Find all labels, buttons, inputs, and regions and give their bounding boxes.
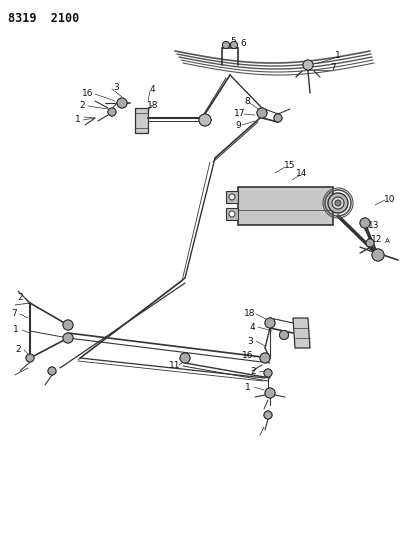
Text: 7: 7 xyxy=(330,63,336,72)
Circle shape xyxy=(63,333,73,343)
Text: 16: 16 xyxy=(242,351,254,360)
Text: 2: 2 xyxy=(250,367,256,376)
Circle shape xyxy=(199,114,211,126)
Text: 14: 14 xyxy=(296,169,308,179)
Text: 11: 11 xyxy=(169,360,181,369)
Circle shape xyxy=(66,335,71,341)
Circle shape xyxy=(332,197,344,209)
Circle shape xyxy=(222,42,229,49)
Text: 8: 8 xyxy=(244,96,250,106)
Circle shape xyxy=(268,391,273,395)
Circle shape xyxy=(366,239,374,247)
Circle shape xyxy=(372,249,384,261)
Text: 5: 5 xyxy=(230,36,236,45)
Circle shape xyxy=(231,42,237,49)
Text: 17: 17 xyxy=(234,109,246,117)
Text: 2: 2 xyxy=(15,345,21,354)
Circle shape xyxy=(266,371,270,375)
Polygon shape xyxy=(135,108,148,133)
Bar xyxy=(238,187,333,225)
Circle shape xyxy=(48,367,56,375)
Circle shape xyxy=(180,353,190,363)
Text: 15: 15 xyxy=(284,161,296,171)
Text: A: A xyxy=(385,238,389,244)
Circle shape xyxy=(257,108,267,118)
Circle shape xyxy=(117,98,127,108)
Circle shape xyxy=(117,98,127,108)
Circle shape xyxy=(66,322,71,327)
Text: 1: 1 xyxy=(13,326,19,335)
Circle shape xyxy=(231,42,237,49)
Text: 2: 2 xyxy=(79,101,85,109)
Text: 18: 18 xyxy=(147,101,159,110)
Text: 7: 7 xyxy=(11,309,17,318)
Circle shape xyxy=(279,330,288,340)
Circle shape xyxy=(182,356,188,360)
Circle shape xyxy=(108,108,116,116)
Circle shape xyxy=(63,333,73,343)
Circle shape xyxy=(199,114,211,126)
Text: 18: 18 xyxy=(244,309,256,318)
Circle shape xyxy=(265,318,275,328)
Circle shape xyxy=(303,60,313,70)
Circle shape xyxy=(372,249,384,261)
Circle shape xyxy=(306,62,310,68)
Circle shape xyxy=(229,211,235,217)
Circle shape xyxy=(180,353,190,363)
Circle shape xyxy=(26,354,34,362)
Circle shape xyxy=(257,108,267,118)
Circle shape xyxy=(264,411,272,419)
Circle shape xyxy=(264,411,272,419)
Circle shape xyxy=(202,117,208,123)
Circle shape xyxy=(360,218,370,228)
Circle shape xyxy=(303,60,313,70)
Circle shape xyxy=(120,101,124,106)
Circle shape xyxy=(265,318,275,328)
Circle shape xyxy=(362,221,368,225)
Text: 8319  2100: 8319 2100 xyxy=(8,12,79,25)
Circle shape xyxy=(366,239,374,247)
Circle shape xyxy=(360,218,370,228)
Polygon shape xyxy=(293,318,310,348)
Text: 3: 3 xyxy=(113,84,119,93)
Circle shape xyxy=(108,108,116,116)
Bar xyxy=(226,191,238,203)
Circle shape xyxy=(274,114,282,122)
Text: 16: 16 xyxy=(82,88,94,98)
Text: 3: 3 xyxy=(247,336,253,345)
Text: 1: 1 xyxy=(75,116,81,125)
Circle shape xyxy=(48,367,56,375)
Circle shape xyxy=(375,252,381,258)
Text: 9: 9 xyxy=(235,120,241,130)
Bar xyxy=(226,208,238,220)
Text: 6: 6 xyxy=(240,38,246,47)
Circle shape xyxy=(260,353,270,363)
Text: 1: 1 xyxy=(245,384,251,392)
Circle shape xyxy=(265,388,275,398)
Text: 2: 2 xyxy=(17,293,23,302)
Circle shape xyxy=(259,110,264,116)
Circle shape xyxy=(268,320,273,326)
Circle shape xyxy=(264,369,272,377)
Circle shape xyxy=(335,200,341,206)
Text: 1: 1 xyxy=(335,52,341,61)
Text: 4: 4 xyxy=(249,322,255,332)
Circle shape xyxy=(63,320,73,330)
Circle shape xyxy=(264,369,272,377)
Text: 12: 12 xyxy=(371,235,383,244)
Text: 10: 10 xyxy=(384,196,396,205)
Circle shape xyxy=(282,333,286,337)
Circle shape xyxy=(265,388,275,398)
Circle shape xyxy=(222,42,229,49)
Circle shape xyxy=(279,330,288,340)
Text: 13: 13 xyxy=(368,221,380,230)
Circle shape xyxy=(63,320,73,330)
Circle shape xyxy=(260,353,270,363)
Circle shape xyxy=(26,354,34,362)
Circle shape xyxy=(274,114,282,122)
Circle shape xyxy=(328,193,348,213)
Circle shape xyxy=(229,194,235,200)
Circle shape xyxy=(262,356,268,360)
Text: 4: 4 xyxy=(149,85,155,94)
